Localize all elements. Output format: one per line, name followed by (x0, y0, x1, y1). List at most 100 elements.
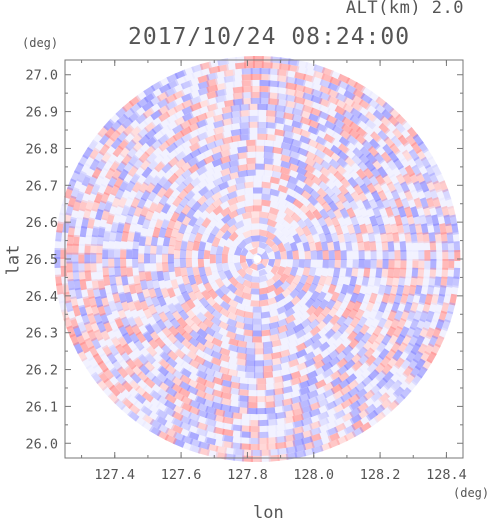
range-gate (219, 347, 231, 357)
range-gate (375, 292, 384, 305)
range-gate (215, 262, 224, 273)
range-gate (221, 124, 233, 133)
range-gate (439, 180, 449, 193)
range-gate (260, 317, 271, 325)
range-gate (55, 274, 63, 286)
range-gate (398, 276, 406, 288)
range-gate (181, 274, 190, 286)
range-gate (292, 438, 305, 447)
range-gate (273, 393, 285, 402)
range-gate (196, 421, 208, 431)
range-gate (204, 424, 217, 433)
range-gate (299, 203, 311, 215)
range-gate (181, 231, 191, 243)
range-gate (392, 325, 403, 338)
range-gate (288, 169, 300, 179)
range-gate (311, 76, 324, 86)
range-gate (287, 352, 299, 362)
range-gate (335, 92, 348, 103)
range-gate (226, 311, 238, 321)
range-gate (304, 68, 317, 77)
range-gate (228, 153, 240, 162)
range-gate (214, 229, 225, 240)
range-gate (226, 63, 238, 71)
range-gate (128, 222, 137, 234)
range-gate (376, 259, 383, 270)
range-gate (318, 299, 329, 311)
range-gate (164, 227, 173, 239)
range-gate (379, 355, 391, 368)
range-gate (232, 98, 244, 106)
range-gate (220, 161, 232, 171)
range-gate (187, 274, 197, 286)
range-gate (417, 241, 425, 252)
range-gate (280, 148, 292, 157)
range-gate (268, 92, 280, 100)
range-gate (429, 188, 439, 201)
range-gate (365, 324, 377, 337)
range-gate (65, 300, 74, 313)
range-gate (440, 232, 448, 244)
range-gate (164, 310, 176, 323)
range-gate (357, 316, 368, 328)
range-gate (185, 207, 196, 219)
range-gate (214, 277, 225, 289)
range-gate (172, 286, 183, 298)
range-gate (84, 337, 95, 350)
range-gate (435, 205, 444, 218)
range-gate (222, 416, 234, 425)
range-gate (430, 250, 437, 261)
range-gate (337, 150, 349, 162)
range-gate (296, 159, 309, 170)
range-gate (268, 74, 280, 82)
range-gate (118, 168, 129, 181)
range-gate (310, 88, 323, 98)
range-gate (227, 245, 236, 256)
range-gate (250, 217, 260, 224)
range-gate (285, 321, 297, 331)
range-gate (250, 97, 262, 104)
range-gate (268, 68, 280, 76)
range-gate (175, 274, 184, 286)
range-gate (381, 363, 393, 376)
range-gate (156, 91, 169, 102)
range-gate (287, 346, 299, 356)
x-tick-label: 128.2 (360, 467, 401, 483)
range-gate (196, 415, 209, 425)
range-gate (180, 204, 192, 216)
range-gate (273, 399, 285, 408)
range-gate (130, 213, 140, 226)
range-gate (163, 295, 173, 307)
range-gate (215, 82, 227, 91)
range-gate (97, 226, 106, 238)
range-gate (259, 235, 269, 243)
range-gate (352, 206, 363, 219)
range-gate (295, 335, 307, 346)
range-gate (156, 329, 168, 342)
range-gate (199, 209, 210, 221)
range-gate (245, 365, 256, 373)
range-gate (375, 198, 385, 210)
range-gate (276, 93, 288, 101)
range-gate (302, 324, 314, 335)
range-gate (277, 447, 289, 455)
range-gate (205, 181, 217, 192)
range-gate (134, 165, 146, 178)
range-gate (188, 163, 200, 174)
range-gate (199, 67, 212, 77)
range-gate (189, 89, 202, 99)
range-gate (449, 293, 458, 306)
range-gate (425, 310, 435, 323)
range-gate (382, 259, 389, 270)
range-gate (308, 267, 317, 278)
range-gate (120, 266, 128, 277)
range-gate (198, 99, 210, 109)
range-gate (319, 85, 332, 95)
range-gate (300, 411, 313, 420)
range-gate (233, 288, 245, 298)
range-gate (227, 262, 236, 272)
range-gate (302, 331, 314, 342)
range-gate (302, 266, 311, 277)
range-gate (154, 337, 166, 349)
range-gate (230, 442, 243, 450)
